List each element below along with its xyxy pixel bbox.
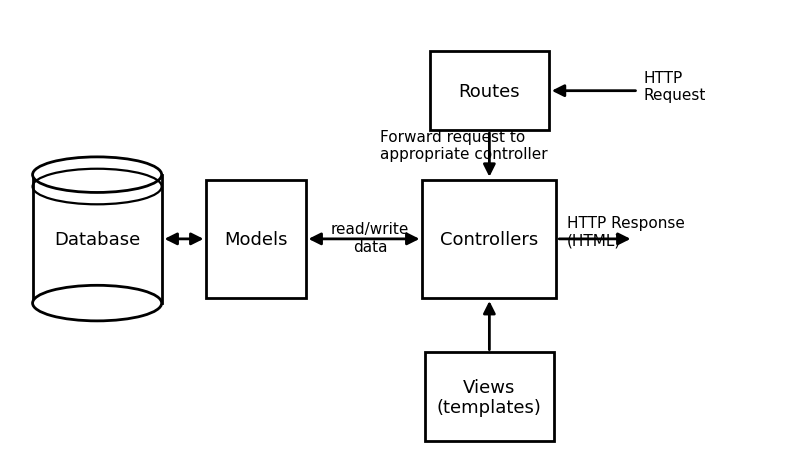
Ellipse shape xyxy=(33,285,162,321)
Bar xyxy=(33,175,162,303)
Text: Database: Database xyxy=(54,230,140,248)
Text: Views
(templates): Views (templates) xyxy=(437,378,542,416)
Text: Models: Models xyxy=(224,230,288,248)
Text: Forward request to
appropriate controller: Forward request to appropriate controlle… xyxy=(380,129,548,162)
Bar xyxy=(206,180,306,298)
Bar xyxy=(425,353,554,442)
Text: read/write
data: read/write data xyxy=(331,222,410,254)
Ellipse shape xyxy=(33,157,162,193)
Text: Controllers: Controllers xyxy=(440,230,538,248)
Bar xyxy=(430,52,549,131)
Text: HTTP
Request: HTTP Request xyxy=(643,70,706,103)
Text: HTTP Response
(HTML): HTTP Response (HTML) xyxy=(567,215,685,248)
Text: Routes: Routes xyxy=(458,83,520,101)
Bar xyxy=(422,180,557,298)
